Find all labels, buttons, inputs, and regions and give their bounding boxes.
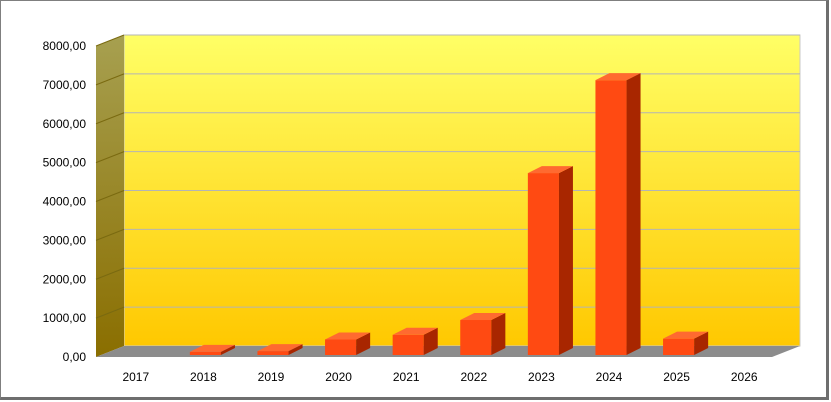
x-tick-label: 2025 — [663, 370, 690, 384]
x-tick-label: 2020 — [325, 370, 352, 384]
bar — [663, 331, 709, 355]
bar-side — [288, 344, 303, 355]
x-tick-label: 2019 — [258, 370, 285, 384]
gridline-side — [95, 34, 125, 47]
bar-side — [626, 73, 641, 355]
x-tick-label: 2017 — [122, 370, 149, 384]
gridline-side — [95, 190, 125, 202]
bar-front — [663, 338, 695, 355]
gridline-side — [95, 306, 125, 319]
gridlines — [95, 34, 800, 319]
x-axis-tick-labels: 2017 2018 2019 2020 2021 2022 2023 2024 2025 2026 — [122, 370, 757, 384]
bar-top — [595, 73, 641, 81]
bar — [595, 73, 641, 355]
plot-area — [96, 34, 801, 357]
y-tick-label: 1000,00 — [43, 311, 87, 325]
bar — [392, 327, 438, 355]
bar-top — [663, 331, 709, 339]
bar-side — [423, 327, 438, 355]
bar — [325, 332, 371, 355]
gridline-side — [95, 112, 125, 125]
x-tick-label: 2023 — [528, 370, 555, 384]
y-tick-label: 0,00 — [63, 350, 87, 364]
gridline-side — [95, 267, 125, 280]
x-tick-label: 2022 — [460, 370, 487, 384]
y-tick-label: 3000,00 — [43, 233, 87, 247]
bar-side — [356, 332, 371, 355]
bar-front — [392, 334, 424, 355]
bar-side — [491, 313, 506, 355]
bar — [460, 313, 506, 355]
bar-front — [257, 351, 289, 355]
bar-front — [189, 351, 221, 355]
bars — [189, 73, 709, 355]
x-tick-label: 2026 — [731, 370, 758, 384]
bar-front — [595, 80, 627, 355]
bar-side — [558, 166, 573, 355]
bar-top — [189, 344, 235, 352]
bar-top — [527, 166, 573, 174]
y-tick-label: 4000,00 — [43, 195, 87, 209]
bar-top — [392, 327, 438, 335]
y-tick-label: 7000,00 — [43, 78, 87, 92]
bar-top — [325, 332, 371, 340]
y-axis-tick-labels: 0,00 1000,00 2000,00 3000,00 4000,00 5000,00 6… — [43, 39, 87, 364]
bar-front — [527, 173, 559, 355]
gridline-side — [95, 73, 125, 86]
x-tick-label: 2024 — [596, 370, 623, 384]
bar-side — [694, 331, 709, 355]
bar-top — [257, 344, 303, 352]
bar-side — [220, 344, 235, 355]
x-tick-label: 2018 — [190, 370, 217, 384]
y-tick-label: 8000,00 — [43, 39, 87, 53]
y-tick-label: 5000,00 — [43, 156, 87, 170]
bar-front — [325, 339, 357, 355]
gridline-side — [95, 151, 125, 164]
bar-top — [460, 313, 506, 321]
bar — [527, 166, 573, 355]
gridline-side — [95, 228, 125, 241]
bar — [189, 344, 235, 355]
y-tick-label: 2000,00 — [43, 272, 87, 286]
bar-front — [460, 320, 492, 355]
x-tick-label: 2021 — [393, 370, 420, 384]
y-tick-label: 6000,00 — [43, 117, 87, 131]
bar — [257, 344, 303, 355]
